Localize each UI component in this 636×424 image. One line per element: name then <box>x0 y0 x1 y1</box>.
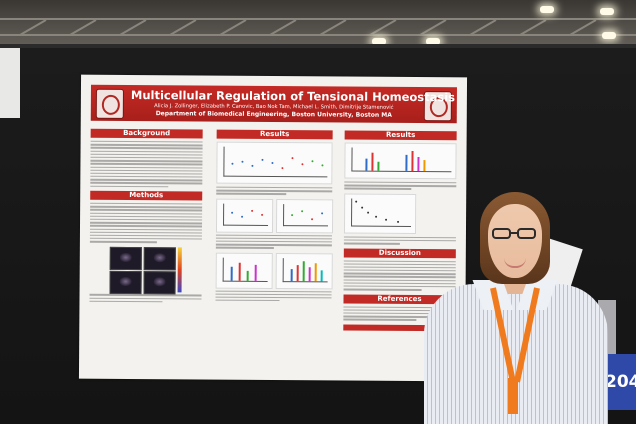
figure-caption-2 <box>216 186 333 196</box>
section-methods: Methods <box>90 190 203 201</box>
lanyard-badge-strap <box>508 378 518 414</box>
eyeglasses-icon <box>490 228 540 240</box>
section-background: Background <box>90 128 203 139</box>
microscopy-figure <box>90 246 202 294</box>
presenter <box>420 188 620 424</box>
research-poster: Multicellular Regulation of Tensional Ho… <box>78 74 468 382</box>
section-results-right: Results <box>344 130 457 141</box>
figure-caption-3 <box>215 234 332 249</box>
ceiling-light <box>602 32 616 39</box>
poster-title: Multicellular Regulation of Tensional Ho… <box>130 88 456 105</box>
poster-authors: Alicia J. Zollinger, Elizabeth P. Canovi… <box>131 103 417 119</box>
adjacent-paper <box>0 48 20 118</box>
poster-banner: Multicellular Regulation of Tensional Ho… <box>90 84 457 124</box>
ceiling-light <box>600 8 614 15</box>
figure-caption-4 <box>215 290 332 302</box>
affiliation: Department of Biomedical Engineering, Bo… <box>155 110 392 119</box>
section-results-center: Results <box>216 129 333 140</box>
bar-plot-pair <box>215 252 333 290</box>
poster-board-edge <box>0 44 636 48</box>
column-left: Background Methods <box>89 128 203 307</box>
background-text <box>90 140 203 188</box>
scatter-pair <box>215 198 334 234</box>
decay-curve-plot <box>343 193 417 234</box>
methods-text <box>89 202 203 243</box>
figure-caption-1 <box>89 294 202 303</box>
ceiling-light <box>540 6 554 13</box>
ceiling-light <box>426 38 440 45</box>
smile <box>504 258 526 268</box>
column-center: Results <box>215 129 334 306</box>
bar-plot-right <box>344 142 457 180</box>
university-seal-left <box>95 88 124 119</box>
line-plot-center <box>216 141 333 185</box>
ceiling-light <box>372 38 386 45</box>
